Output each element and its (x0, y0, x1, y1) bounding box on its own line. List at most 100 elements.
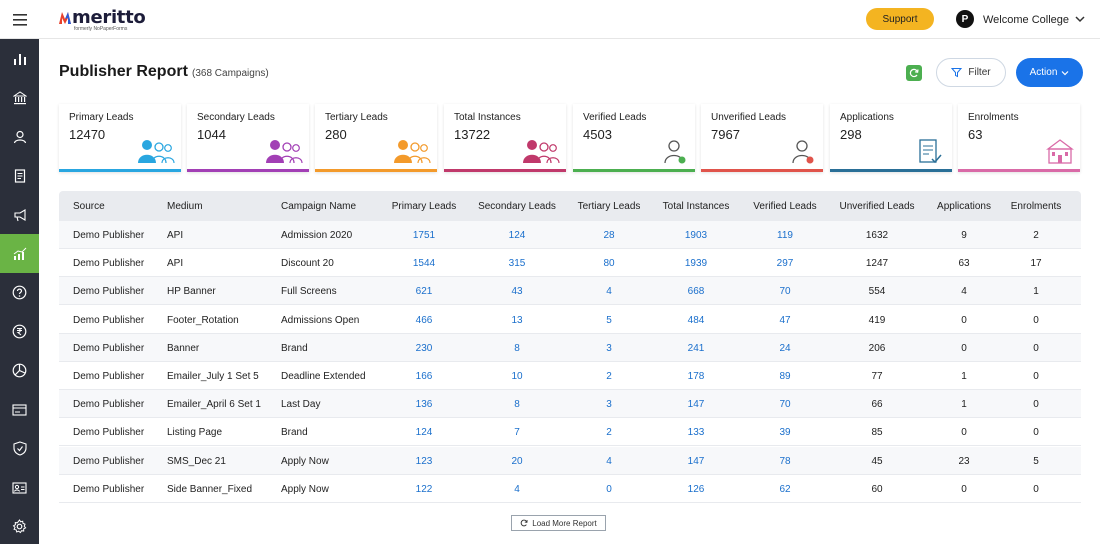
cell-secondary-leads[interactable]: 20 (511, 455, 523, 467)
cell-primary-leads[interactable]: 124 (415, 427, 433, 439)
cell-primary-leads[interactable]: 621 (415, 286, 433, 298)
cell-total-instances[interactable]: 133 (687, 427, 705, 439)
column-header-source[interactable]: Source (73, 201, 105, 212)
stat-card-label: Enrolments (968, 112, 1019, 123)
cell-tertiary-leads[interactable]: 4 (606, 286, 612, 298)
cell-primary-leads[interactable]: 123 (415, 455, 433, 467)
stat-card-value: 4503 (583, 127, 612, 142)
cell-source: Demo Publisher (73, 258, 145, 270)
cell-total-instances[interactable]: 178 (687, 371, 705, 382)
table-row: Demo Publisher HP Banner Full Screens 621 43… (59, 277, 1081, 306)
avatar[interactable]: P (956, 10, 974, 28)
cell-tertiary-leads[interactable]: 28 (603, 230, 615, 241)
sidebar-item-security[interactable] (0, 429, 39, 468)
cell-verified-leads[interactable]: 70 (779, 399, 791, 411)
stat-card[interactable]: Primary Leads 12470 (59, 104, 181, 172)
filter-button[interactable]: Filter (936, 58, 1006, 87)
cell-primary-leads[interactable]: 122 (415, 483, 433, 495)
cell-verified-leads[interactable]: 89 (779, 371, 791, 382)
sidebar-item-payments[interactable] (0, 312, 39, 351)
cell-secondary-leads[interactable]: 10 (511, 371, 523, 382)
column-header-enrolments[interactable]: Enrolments (1010, 201, 1062, 212)
cell-verified-leads[interactable]: 24 (779, 342, 791, 354)
chevron-down-icon[interactable] (1075, 15, 1085, 23)
stat-card[interactable]: Verified Leads 4503 (573, 104, 695, 172)
cell-secondary-leads[interactable]: 8 (514, 399, 520, 411)
cell-verified-leads[interactable]: 47 (779, 314, 791, 326)
column-header-campaign-name[interactable]: Campaign Name (281, 201, 357, 212)
cell-verified-leads[interactable]: 297 (776, 258, 794, 270)
group-icon (266, 140, 303, 164)
stat-card[interactable]: Unverified Leads 7967 (701, 104, 823, 172)
cell-source: Demo Publisher (73, 455, 145, 467)
stat-card[interactable]: Secondary Leads 1044 (187, 104, 309, 172)
cell-primary-leads[interactable]: 230 (415, 342, 433, 354)
column-header-verified-leads[interactable]: Verified Leads (753, 201, 817, 212)
sidebar-item-cards[interactable] (0, 390, 39, 429)
column-header-applications[interactable]: Applications (937, 201, 991, 212)
sidebar-item-profiles[interactable] (0, 468, 39, 507)
load-more-button[interactable]: Load More Report (511, 515, 606, 531)
cell-primary-leads[interactable]: 166 (415, 371, 433, 382)
cell-tertiary-leads[interactable]: 5 (606, 314, 612, 326)
cell-verified-leads[interactable]: 119 (777, 230, 793, 241)
column-header-primary-leads[interactable]: Primary Leads (391, 201, 457, 212)
stat-card[interactable]: Tertiary Leads 280 (315, 104, 437, 172)
stat-card[interactable]: Applications 298 (830, 104, 952, 172)
cell-tertiary-leads[interactable]: 80 (603, 258, 615, 270)
cell-total-instances[interactable]: 1903 (684, 230, 708, 241)
cell-primary-leads[interactable]: 466 (415, 314, 433, 326)
cell-total-instances[interactable]: 241 (687, 342, 705, 354)
cell-secondary-leads[interactable]: 315 (508, 258, 526, 270)
cell-primary-leads[interactable]: 1544 (412, 258, 436, 270)
refresh-button[interactable] (906, 65, 922, 81)
cell-total-instances[interactable]: 1939 (684, 258, 708, 270)
cell-total-instances[interactable]: 126 (687, 483, 705, 495)
cell-tertiary-leads[interactable]: 2 (606, 427, 612, 439)
sidebar-item-dashboard[interactable] (0, 39, 39, 78)
cell-total-instances[interactable]: 484 (687, 314, 705, 326)
column-header-total-instances[interactable]: Total Instances (662, 201, 730, 212)
cell-primary-leads[interactable]: 1751 (412, 230, 436, 241)
cell-tertiary-leads[interactable]: 4 (606, 455, 612, 467)
column-header-medium[interactable]: Medium (167, 201, 203, 212)
page-title: Publisher Report (59, 63, 188, 80)
column-header-secondary-leads[interactable]: Secondary Leads (478, 201, 556, 212)
sidebar-item-users[interactable] (0, 117, 39, 156)
action-button[interactable]: Action (1016, 58, 1083, 87)
cell-total-instances[interactable]: 147 (687, 455, 705, 467)
sidebar-item-documents[interactable] (0, 156, 39, 195)
sidebar-item-campaigns[interactable] (0, 195, 39, 234)
sidebar-item-institution[interactable] (0, 78, 39, 117)
cell-secondary-leads[interactable]: 13 (511, 314, 523, 326)
menu-icon[interactable] (0, 0, 39, 39)
cell-total-instances[interactable]: 668 (687, 286, 705, 298)
stat-card[interactable]: Total Instances 13722 (444, 104, 566, 172)
support-button[interactable]: Support (866, 8, 934, 30)
sidebar-item-settings[interactable] (0, 507, 39, 544)
cell-verified-leads[interactable]: 78 (779, 455, 791, 467)
sidebar-item-reports[interactable] (0, 234, 39, 273)
cell-secondary-leads[interactable]: 4 (514, 483, 520, 495)
sidebar-item-analytics[interactable] (0, 351, 39, 390)
sidebar (0, 39, 39, 544)
cell-secondary-leads[interactable]: 7 (514, 427, 520, 439)
cell-total-instances[interactable]: 147 (687, 399, 705, 411)
cell-secondary-leads[interactable]: 43 (511, 286, 523, 298)
stat-card[interactable]: Enrolments 63 (958, 104, 1080, 172)
cell-verified-leads[interactable]: 62 (779, 483, 791, 495)
cell-secondary-leads[interactable]: 124 (508, 230, 526, 241)
cell-tertiary-leads[interactable]: 2 (606, 371, 612, 382)
cell-tertiary-leads[interactable]: 0 (606, 483, 612, 495)
cell-primary-leads[interactable]: 136 (415, 399, 433, 411)
user-name[interactable]: Welcome College (983, 14, 1070, 26)
cell-tertiary-leads[interactable]: 3 (606, 399, 612, 411)
column-header-tertiary-leads[interactable]: Tertiary Leads (577, 201, 641, 212)
brand-tagline: formerly NoPaperForms (74, 26, 128, 32)
cell-verified-leads[interactable]: 39 (779, 427, 791, 439)
cell-secondary-leads[interactable]: 8 (514, 342, 520, 354)
cell-tertiary-leads[interactable]: 3 (606, 342, 612, 354)
sidebar-item-help[interactable] (0, 273, 39, 312)
column-header-unverified-leads[interactable]: Unverified Leads (839, 201, 915, 212)
cell-verified-leads[interactable]: 70 (779, 286, 791, 298)
